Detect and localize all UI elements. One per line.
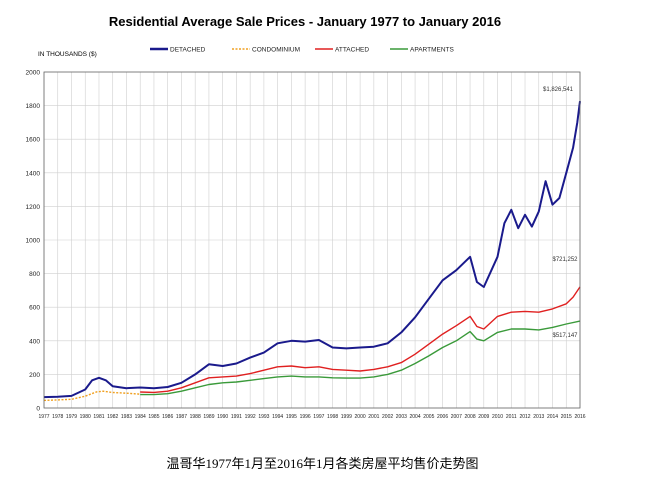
x-tick-label: 2001: [368, 414, 379, 420]
x-tick-label: 1987: [176, 414, 187, 420]
end-label-attached: $721,252: [552, 257, 578, 263]
x-tick-label: 1991: [231, 414, 242, 420]
legend-label-condominium: CONDOMINIUM: [252, 46, 300, 53]
end-label-apartments: $517,147: [552, 333, 578, 339]
x-tick-label: 1979: [66, 414, 77, 420]
x-tick-label: 2016: [574, 414, 585, 420]
chart-title: Residential Average Sale Prices - Januar…: [109, 14, 501, 29]
figure-caption: 温哥华1977年1月至2016年1月各类房屋平均售价走势图: [166, 456, 479, 471]
y-tick-label: 1000: [26, 238, 41, 245]
chart: Residential Average Sale Prices - Januar…: [26, 14, 586, 420]
x-tick-label: 2005: [423, 414, 434, 420]
x-tick-label: 1977: [38, 414, 49, 420]
series-line-detached: [43, 100, 581, 399]
x-tick-label: 1993: [258, 414, 269, 420]
legend-label-apartments: APARTMENTS: [410, 46, 454, 53]
x-tick-label: 2002: [382, 414, 393, 420]
series-line-attached: [140, 286, 581, 394]
y-tick-label: 2000: [26, 70, 41, 77]
series-lines: [43, 100, 581, 402]
x-tick-label: 2015: [561, 414, 572, 420]
x-tick-label: 1981: [93, 414, 104, 420]
y-tick-label: 1200: [26, 204, 41, 211]
series-line-apartments: [140, 320, 581, 396]
end-labels: $1,826,541 $721,252 $517,147: [543, 87, 578, 339]
end-label-detached: $1,826,541: [543, 87, 574, 93]
x-tick-label: 2008: [464, 414, 475, 420]
x-tick-label: 1980: [80, 414, 91, 420]
x-tick-label: 1983: [121, 414, 132, 420]
x-tick-label: 1984: [135, 414, 146, 420]
y-tick-label: 1400: [26, 170, 41, 177]
x-tick-label: 1996: [300, 414, 311, 420]
x-tick-label: 1999: [341, 414, 352, 420]
x-tick-label: 1997: [313, 414, 324, 420]
x-tick-label: 1998: [327, 414, 338, 420]
x-tick-label: 2010: [492, 414, 503, 420]
x-tick-label: 1989: [203, 414, 214, 420]
x-tick-label: 2006: [437, 414, 448, 420]
y-tick-label: 200: [29, 372, 40, 379]
x-tick-labels: 1977 1978 1979 1980 1981 1982 1983 1984 1985 1986…: [38, 414, 585, 420]
x-tick-label: 1990: [217, 414, 228, 420]
x-tick-label: 2009: [478, 414, 489, 420]
x-tick-label: 2014: [547, 414, 558, 420]
x-tick-label: 1982: [107, 414, 118, 420]
y-tick-label: 800: [29, 271, 40, 278]
y-tick-label: 1600: [26, 137, 41, 144]
x-tick-label: 1995: [286, 414, 297, 420]
y-tick-label: 1800: [26, 103, 41, 110]
x-tick-label: 1986: [162, 414, 173, 420]
x-tick-label: 2013: [533, 414, 544, 420]
x-tick-label: 2000: [355, 414, 366, 420]
x-tick-label: 1978: [52, 414, 63, 420]
y-axis-label: IN THOUSANDS ($): [38, 51, 97, 58]
x-tick-label: 2004: [410, 414, 421, 420]
legend: DETACHED CONDOMINIUM ATTACHED APARTMENTS: [150, 46, 454, 53]
grid: [43, 71, 581, 409]
x-tick-label: 1988: [190, 414, 201, 420]
y-tick-label: 400: [29, 338, 40, 345]
x-tick-label: 1985: [148, 414, 159, 420]
y-tick-labels: 0 200 400 600 800 1000 1200 1400 1600 1800 2000: [26, 70, 41, 413]
x-tick-label: 2007: [451, 414, 462, 420]
x-tick-label: 2011: [506, 414, 517, 420]
y-tick-label: 600: [29, 305, 40, 312]
y-tick-label: 0: [36, 406, 40, 413]
x-tick-label: 1994: [272, 414, 283, 420]
legend-label-attached: ATTACHED: [335, 46, 369, 53]
x-tick-label: 1992: [245, 414, 256, 420]
series-line-condominium: [43, 390, 141, 402]
legend-label-detached: DETACHED: [170, 46, 206, 53]
plot-frame: [43, 71, 581, 409]
x-tick-label: 2003: [396, 414, 407, 420]
x-tick-label: 2012: [519, 414, 530, 420]
